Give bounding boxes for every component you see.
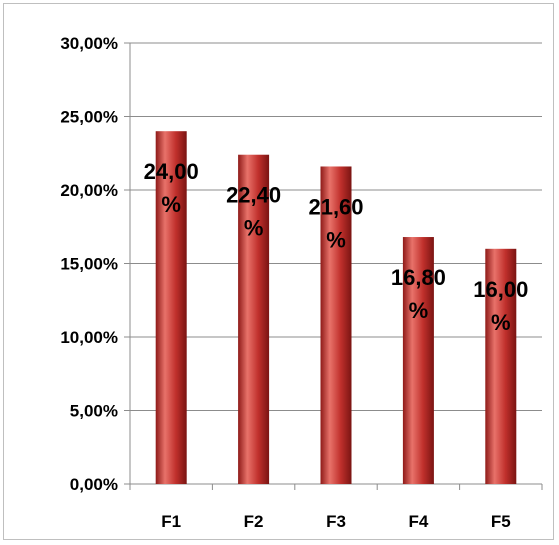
x-tick-label: F3 bbox=[326, 512, 346, 531]
x-tick-label: F2 bbox=[244, 512, 264, 531]
data-label-unit: % bbox=[161, 192, 181, 217]
y-tick-label: 20,00% bbox=[60, 181, 118, 200]
chart-frame bbox=[3, 3, 554, 540]
x-tick-label: F1 bbox=[161, 512, 181, 531]
bars bbox=[155, 131, 517, 485]
y-tick-label: 5,00% bbox=[70, 402, 118, 421]
y-tick-label: 25,00% bbox=[60, 108, 118, 127]
y-tick-labels: 0,00% 5,00% 10,00% 15,00% 20,00% 25,00% 30,00% bbox=[60, 34, 118, 494]
data-label-unit: % bbox=[409, 298, 429, 323]
data-label-unit: % bbox=[244, 216, 264, 241]
data-label-unit: % bbox=[326, 227, 346, 252]
data-labels: 24,00% 22,40% 21,60% 16,80% 16,00% bbox=[144, 159, 529, 335]
data-label-value: 21,60 bbox=[308, 194, 363, 219]
bar-f3 bbox=[320, 166, 352, 485]
x-tick-labels: F1 F2 F3 F4 F5 bbox=[161, 512, 510, 531]
bar-f2 bbox=[238, 154, 270, 484]
bar-f5 bbox=[485, 248, 517, 484]
x-tick-label: F4 bbox=[408, 512, 428, 531]
bar-f4 bbox=[402, 237, 434, 484]
bar-f1 bbox=[155, 131, 187, 484]
data-label-unit: % bbox=[491, 310, 511, 335]
data-label-value: 16,80 bbox=[391, 265, 446, 290]
y-tick-label: 30,00% bbox=[60, 34, 118, 53]
data-label-value: 22,40 bbox=[226, 183, 281, 208]
x-tick-label: F5 bbox=[491, 512, 511, 531]
data-label-value: 24,00 bbox=[144, 159, 199, 184]
gridlines bbox=[130, 42, 542, 411]
y-tick-label: 10,00% bbox=[60, 328, 118, 347]
y-tick-label: 15,00% bbox=[60, 255, 118, 274]
y-tick-label: 0,00% bbox=[70, 475, 118, 494]
data-label-value: 16,00 bbox=[473, 277, 528, 302]
